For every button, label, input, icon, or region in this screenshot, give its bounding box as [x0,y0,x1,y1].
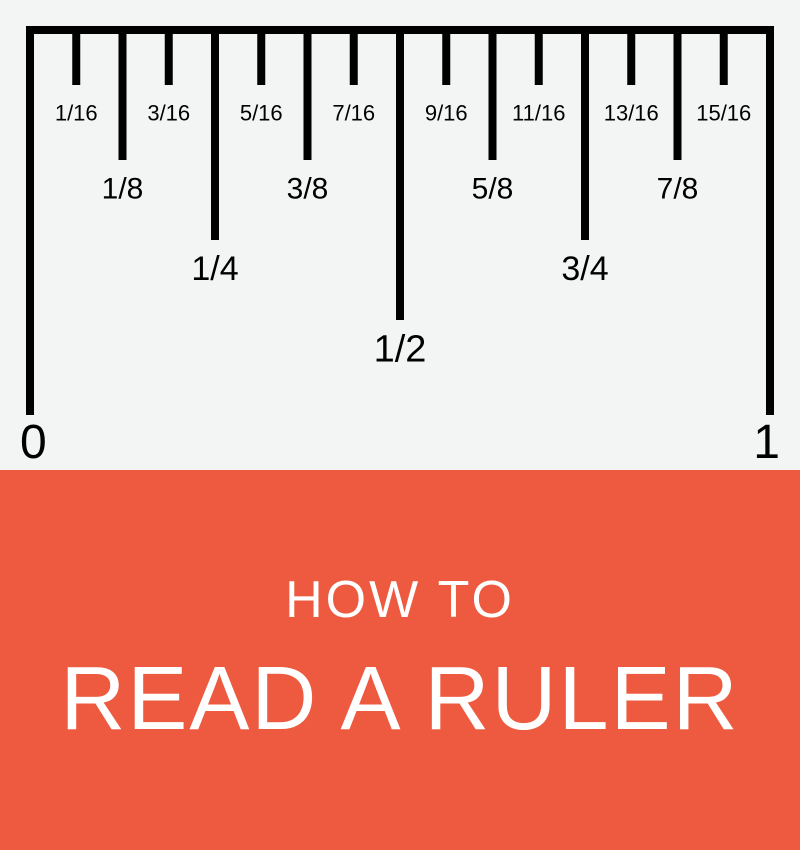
ruler-tick-label: 1/16 [55,101,98,126]
ruler-tick-label: 5/16 [240,101,283,126]
title-line-2: READ A RULER [60,648,739,751]
ruler-tick-label: 1/4 [191,250,238,288]
ruler-tick-label: 1/2 [374,328,427,370]
ruler-tick-label: 0 [20,416,47,469]
ruler-tick-label: 15/16 [696,101,751,126]
ruler-tick-label: 13/16 [604,101,659,126]
ruler-tick-label: 3/4 [561,250,608,288]
title-line-1: HOW TO [285,570,515,630]
ruler-tick-label: 3/8 [287,173,329,206]
ruler-tick-label: 7/8 [657,173,699,206]
ruler-tick-label: 5/8 [472,173,514,206]
ruler-tick-label: 7/16 [332,101,375,126]
ruler-svg: 0 1/16 1/8 3/16 1/4 5/16 3/8 7/16 1/2 9/16 5/8 11/1… [0,0,800,470]
ruler-tick-label: 1/8 [102,173,144,206]
ruler-diagram-panel: 0 1/16 1/8 3/16 1/4 5/16 3/8 7/16 1/2 9/16 5/8 11/1… [0,0,800,470]
ruler-tick-label: 9/16 [425,101,468,126]
title-panel: HOW TO READ A RULER [0,470,800,850]
ruler-tick-label: 1 [753,416,780,469]
ruler-tick-label: 3/16 [147,101,190,126]
ruler-tick-label: 11/16 [512,101,565,126]
